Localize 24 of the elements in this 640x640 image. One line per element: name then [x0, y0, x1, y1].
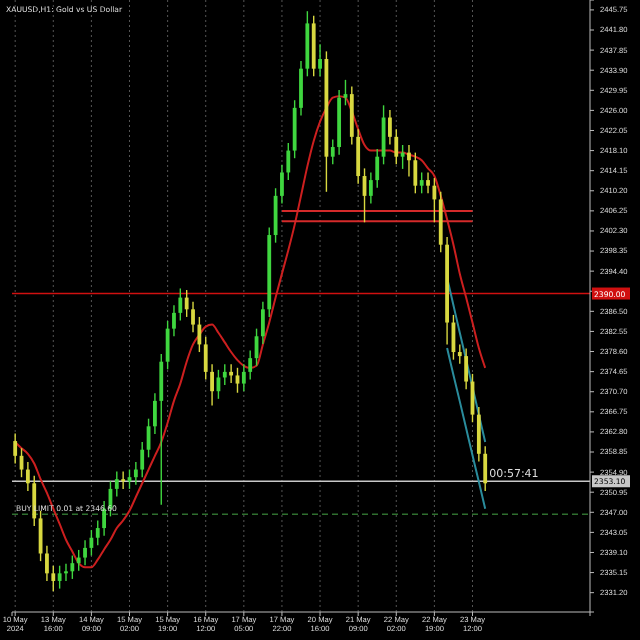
candlestick — [159, 353, 164, 506]
line-series — [14, 95, 487, 569]
candlestick — [45, 545, 49, 582]
candlestick — [407, 144, 411, 178]
candlestick — [222, 363, 227, 386]
candlestick — [311, 15, 316, 78]
candlestick — [432, 177, 437, 224]
candlestick — [114, 470, 119, 498]
candlestick — [419, 171, 424, 195]
candlestick — [400, 144, 405, 170]
candlestick — [140, 441, 145, 478]
candlestick — [102, 500, 106, 537]
candlestick — [83, 539, 87, 566]
candlestick — [121, 470, 126, 490]
line-series — [446, 346, 487, 510]
candlestick — [89, 529, 94, 557]
candlestick — [64, 562, 68, 582]
candlestick — [464, 347, 469, 390]
candlestick — [70, 554, 75, 580]
candlestick — [426, 171, 430, 195]
candlestick — [57, 565, 62, 590]
candlestick — [413, 151, 418, 195]
candlestick — [13, 432, 18, 465]
candlestick — [318, 43, 322, 78]
